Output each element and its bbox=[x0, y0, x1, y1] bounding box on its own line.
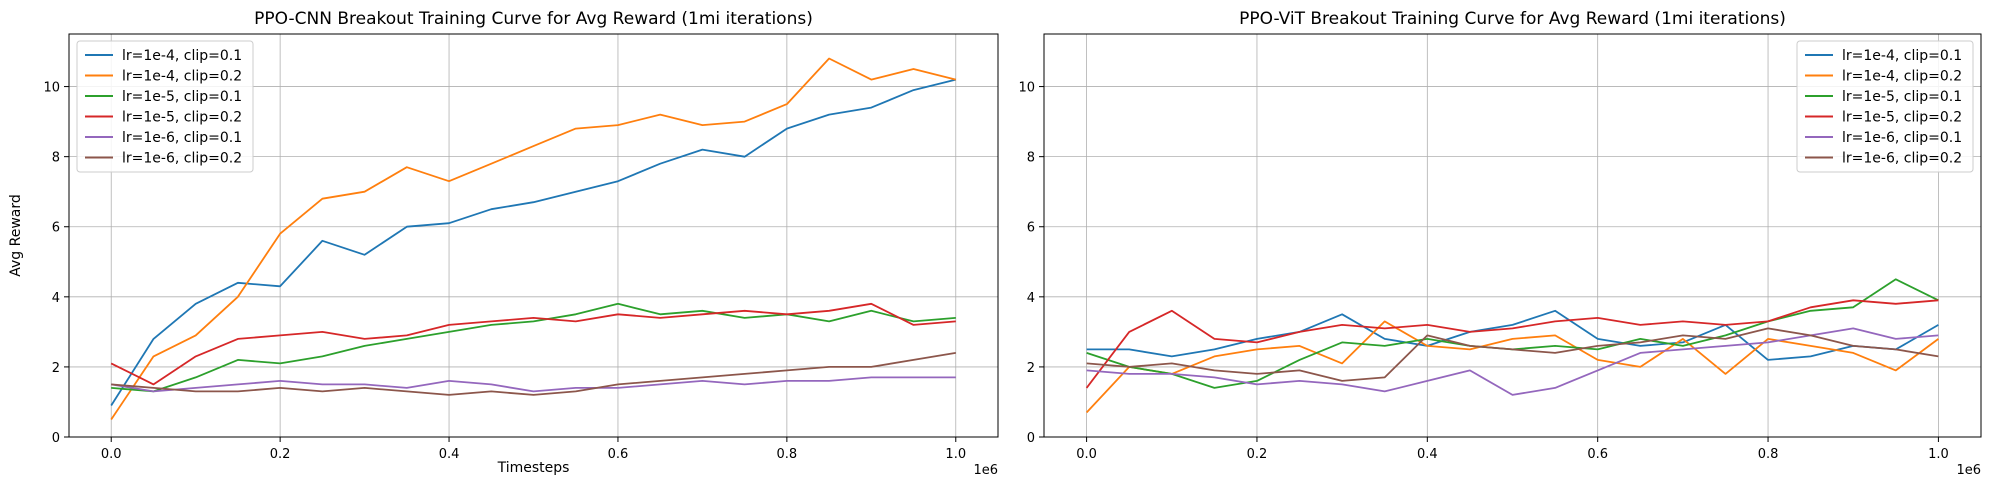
series-line-2 bbox=[1085, 320, 1939, 414]
y-tick-label: 2 bbox=[52, 361, 60, 376]
chart-title: PPO-ViT Breakout Training Curve for Avg … bbox=[1239, 9, 1786, 29]
series-line-2 bbox=[110, 57, 957, 421]
x-tick-label: 0.4 bbox=[439, 447, 460, 462]
y-tick-label: 6 bbox=[52, 221, 60, 236]
series-line-3 bbox=[1086, 278, 1939, 389]
legend: lr=1e-4, clip=0.1 lr=1e-4, clip=0.2 lr=1e-… bbox=[1796, 40, 1974, 173]
y-tick-label: 10 bbox=[1018, 81, 1035, 96]
y-tick-label: 10 bbox=[43, 81, 60, 96]
legend-label-2: lr=1e-4, clip=0.2 bbox=[122, 69, 242, 85]
x-tick-label: 0.6 bbox=[608, 447, 629, 462]
legend-box bbox=[1796, 40, 1974, 173]
x-tick-label: 1.0 bbox=[945, 447, 966, 462]
x-tick-label: 0.8 bbox=[777, 447, 798, 462]
series-line-6 bbox=[111, 352, 956, 396]
legend-label-5: lr=1e-6, clip=0.1 bbox=[122, 130, 242, 146]
series-line-4 bbox=[1085, 299, 1939, 389]
chart-panel-2: 0.0 0.2 0.4 0.6 0.8 1.0 0 2 4 6 8 10 1e6 PPO-ViT Brea… bbox=[1018, 9, 1982, 478]
legend-label-1: lr=1e-4, clip=0.1 bbox=[122, 48, 242, 64]
y-tick-label: 2 bbox=[1027, 361, 1035, 376]
legend-label-3: lr=1e-5, clip=0.1 bbox=[122, 89, 242, 105]
series-group bbox=[110, 57, 957, 421]
y-tick-label: 8 bbox=[1027, 151, 1035, 166]
x-tick-label: 1.0 bbox=[1928, 447, 1949, 462]
series-line-3 bbox=[111, 302, 956, 393]
legend-label-6: lr=1e-6, clip=0.2 bbox=[1842, 151, 1962, 167]
y-tick-label: 8 bbox=[52, 151, 60, 166]
y-tick-label: 0 bbox=[52, 431, 60, 446]
x-tick-label: 0.0 bbox=[101, 447, 122, 462]
series-line-5 bbox=[111, 376, 956, 393]
y-tick-label: 4 bbox=[1027, 291, 1035, 306]
series-line-6 bbox=[1086, 327, 1939, 382]
y-tick-label: 0 bbox=[1027, 431, 1035, 446]
legend: lr=1e-4, clip=0.1 lr=1e-4, clip=0.2 lr=1e-… bbox=[76, 40, 254, 173]
series-line-1 bbox=[110, 78, 957, 406]
x-tick-label: 0.4 bbox=[1417, 447, 1438, 462]
axes-frame bbox=[68, 33, 999, 438]
legend-label-2: lr=1e-4, clip=0.2 bbox=[1842, 69, 1962, 85]
series-group bbox=[1085, 278, 1939, 414]
y-axis-label: Avg Reward bbox=[8, 194, 24, 277]
legend-label-4: lr=1e-5, clip=0.2 bbox=[122, 110, 242, 126]
y-tick-label: 4 bbox=[52, 291, 60, 306]
x-tick-label: 0.8 bbox=[1758, 447, 1779, 462]
series-line-5 bbox=[1086, 327, 1939, 396]
x-tick-label: 0.2 bbox=[1247, 447, 1268, 462]
legend-box bbox=[76, 40, 254, 173]
legend-label-5: lr=1e-6, clip=0.1 bbox=[1842, 130, 1962, 146]
x-tick-label: 0.2 bbox=[270, 447, 291, 462]
legend-label-1: lr=1e-4, clip=0.1 bbox=[1842, 48, 1962, 64]
series-line-1 bbox=[1086, 309, 1939, 361]
x-offset-label: 1e6 bbox=[1956, 463, 1981, 478]
y-tick-label: 6 bbox=[1027, 221, 1035, 236]
chart-title: PPO-CNN Breakout Training Curve for Avg … bbox=[254, 9, 813, 29]
series-line-4 bbox=[110, 302, 956, 386]
x-tick-label: 0.6 bbox=[1587, 447, 1608, 462]
legend-label-4: lr=1e-5, clip=0.2 bbox=[1842, 110, 1962, 126]
x-offset-label: 1e6 bbox=[973, 463, 998, 478]
legend-label-6: lr=1e-6, clip=0.2 bbox=[122, 151, 242, 167]
axes-frame bbox=[1043, 33, 1982, 438]
x-tick-label: 0.0 bbox=[1076, 447, 1097, 462]
x-axis-label: Timesteps bbox=[497, 460, 570, 476]
chart-panel-1: 0.0 0.2 0.4 0.6 0.8 1.0 0 2 4 6 8 10 1e6 PPO-CNN Brea… bbox=[8, 9, 999, 478]
legend-label-3: lr=1e-5, clip=0.1 bbox=[1842, 89, 1962, 105]
